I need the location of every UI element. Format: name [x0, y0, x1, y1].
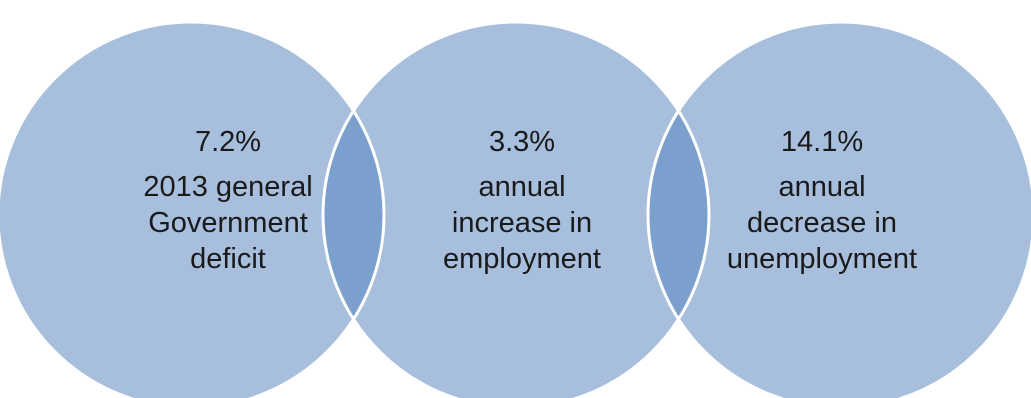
circle-3-description: annual decrease in unemployment	[692, 169, 952, 277]
circle-2-outline	[321, 20, 711, 398]
circle-3-description-line: unemployment	[726, 243, 918, 275]
circle-2	[323, 22, 709, 398]
circle-3-value: 14.1%	[780, 126, 864, 158]
circle-1-description-line: deficit	[190, 243, 266, 275]
circle-2-description: annual increase in employment	[392, 169, 652, 277]
circle-2-description-line: increase in	[451, 207, 593, 239]
circle-2-value: 3.3%	[488, 126, 556, 158]
circle-1-description-line: Government	[148, 207, 308, 239]
circle-2-label: 3.3% annual increase in employment	[392, 125, 652, 277]
circle-3-outline	[646, 20, 1031, 398]
circle-1	[0, 22, 384, 398]
circle-2-description-line: annual	[478, 171, 566, 203]
circle-1-description-line: 2013 general	[143, 171, 313, 203]
circle-3	[648, 22, 1031, 398]
circle-3-description-line: annual	[778, 171, 866, 203]
circle-1-description: 2013 general Government deficit	[98, 169, 358, 277]
circle-1-outline	[0, 20, 386, 398]
circle-1-label: 7.2% 2013 general Government deficit	[98, 125, 358, 277]
circle-2-description-line: employment	[443, 243, 601, 275]
circle-3-description-line: decrease in	[747, 207, 897, 239]
circle-1-value: 7.2%	[194, 126, 262, 158]
circle-3-label: 14.1% annual decrease in unemployment	[692, 125, 952, 277]
